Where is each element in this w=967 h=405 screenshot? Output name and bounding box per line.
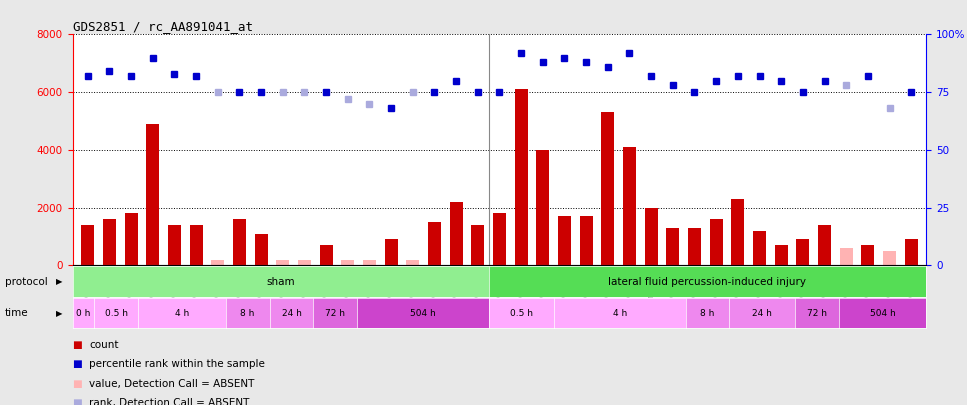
Bar: [688, 228, 701, 265]
Bar: [385, 239, 397, 265]
Bar: [363, 260, 376, 265]
Text: 504 h: 504 h: [869, 309, 895, 318]
Text: 24 h: 24 h: [752, 309, 772, 318]
Text: percentile rank within the sample: percentile rank within the sample: [89, 359, 265, 369]
Bar: [862, 245, 874, 265]
Text: ■: ■: [73, 340, 82, 350]
Bar: [579, 216, 593, 265]
Bar: [883, 251, 896, 265]
Bar: [601, 112, 614, 265]
Bar: [645, 207, 658, 265]
Text: ■: ■: [73, 359, 82, 369]
Text: count: count: [89, 340, 119, 350]
Bar: [753, 231, 766, 265]
Text: 4 h: 4 h: [613, 309, 627, 318]
Bar: [905, 239, 918, 265]
Text: rank, Detection Call = ABSENT: rank, Detection Call = ABSENT: [89, 398, 249, 405]
Text: value, Detection Call = ABSENT: value, Detection Call = ABSENT: [89, 379, 254, 388]
Bar: [125, 213, 137, 265]
Bar: [666, 228, 680, 265]
Text: ▶: ▶: [56, 277, 63, 286]
Bar: [558, 216, 571, 265]
Text: 24 h: 24 h: [281, 309, 302, 318]
Bar: [797, 239, 809, 265]
Bar: [233, 219, 246, 265]
Bar: [319, 245, 333, 265]
Text: 504 h: 504 h: [410, 309, 436, 318]
Bar: [710, 219, 722, 265]
Text: 72 h: 72 h: [806, 309, 827, 318]
Bar: [341, 260, 354, 265]
Text: 0.5 h: 0.5 h: [104, 309, 128, 318]
Bar: [146, 124, 160, 265]
Bar: [623, 147, 636, 265]
Text: 0.5 h: 0.5 h: [510, 309, 533, 318]
Bar: [103, 219, 116, 265]
Text: 8 h: 8 h: [700, 309, 715, 318]
Bar: [839, 248, 853, 265]
Bar: [450, 202, 462, 265]
Bar: [731, 199, 745, 265]
Bar: [818, 225, 831, 265]
Bar: [254, 234, 268, 265]
Text: ■: ■: [73, 398, 82, 405]
Bar: [211, 260, 224, 265]
Text: sham: sham: [266, 277, 295, 287]
Bar: [168, 225, 181, 265]
Text: GDS2851 / rc_AA891041_at: GDS2851 / rc_AA891041_at: [73, 20, 252, 33]
Bar: [81, 225, 94, 265]
Bar: [406, 260, 420, 265]
Bar: [298, 260, 311, 265]
Bar: [190, 225, 202, 265]
Text: ▶: ▶: [56, 309, 63, 318]
Text: 4 h: 4 h: [175, 309, 190, 318]
Bar: [775, 245, 788, 265]
Text: time: time: [5, 308, 28, 318]
Text: 72 h: 72 h: [325, 309, 345, 318]
Text: 8 h: 8 h: [241, 309, 255, 318]
Bar: [277, 260, 289, 265]
Bar: [514, 89, 528, 265]
Bar: [537, 150, 549, 265]
Bar: [428, 222, 441, 265]
Bar: [493, 213, 506, 265]
Text: protocol: protocol: [5, 277, 47, 287]
Text: ■: ■: [73, 379, 82, 388]
Text: lateral fluid percussion-induced injury: lateral fluid percussion-induced injury: [608, 277, 806, 287]
Bar: [471, 225, 484, 265]
Text: 0 h: 0 h: [76, 309, 91, 318]
